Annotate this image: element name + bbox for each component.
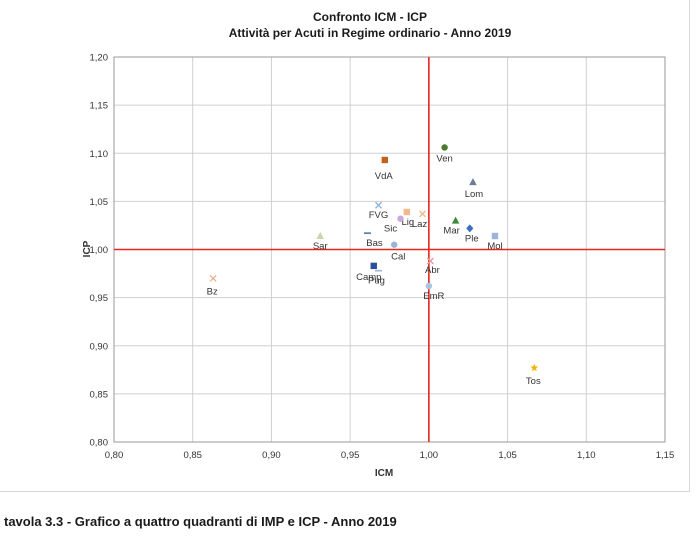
label-ple: Ple bbox=[465, 233, 479, 244]
x-tick-label: 1,00 bbox=[420, 450, 439, 461]
x-tick-label: 0,80 bbox=[105, 450, 124, 461]
point-camp bbox=[370, 262, 377, 270]
point-bz bbox=[209, 274, 217, 282]
chart-frame: Confronto ICM - ICP Attività per Acuti i… bbox=[0, 0, 690, 492]
label-ven: Ven bbox=[436, 153, 452, 164]
label-lom: Lom bbox=[465, 189, 484, 200]
y-tick-label: 1,00 bbox=[90, 245, 109, 256]
x-tick-label: 1,15 bbox=[656, 450, 675, 461]
point-ven bbox=[441, 144, 448, 151]
y-tick-label: 1,05 bbox=[90, 197, 109, 208]
label-emr: EmR bbox=[423, 291, 444, 302]
label-vda: VdA bbox=[375, 171, 394, 182]
y-tick-label: 0,80 bbox=[90, 438, 109, 449]
point-sar bbox=[316, 232, 325, 240]
chart-title: Confronto ICM - ICP bbox=[313, 10, 427, 24]
point-laz bbox=[419, 210, 427, 218]
point-emr bbox=[425, 282, 433, 290]
point-mar bbox=[451, 216, 460, 224]
y-tick-label: 0,90 bbox=[90, 341, 109, 352]
y-tick-label: 0,85 bbox=[90, 389, 109, 400]
label-cal: Cal bbox=[391, 252, 405, 263]
y-tick-label: 1,20 bbox=[90, 53, 109, 64]
point-lom bbox=[469, 178, 477, 186]
label-tos: Tos bbox=[526, 376, 541, 387]
point-mol bbox=[491, 232, 499, 240]
label-bz: Bz bbox=[207, 286, 218, 297]
chart-subtitle: Attività per Acuti in Regime ordinario -… bbox=[229, 26, 512, 40]
point-vda bbox=[381, 156, 388, 164]
y-axis-title: ICP bbox=[82, 240, 93, 257]
label-bas: Bas bbox=[366, 238, 383, 249]
point-lig bbox=[403, 208, 411, 216]
scatter-chart: Confronto ICM - ICP Attività per Acuti i… bbox=[82, 10, 675, 479]
y-tick-label: 1,10 bbox=[90, 149, 109, 160]
x-tick-label: 1,10 bbox=[577, 450, 596, 461]
x-tick-label: 0,85 bbox=[183, 450, 202, 461]
label-laz: Laz bbox=[412, 219, 428, 230]
x-tick-label: 0,90 bbox=[262, 450, 281, 461]
label-lig: Lig bbox=[401, 217, 414, 228]
label-fvg: FVG bbox=[369, 210, 389, 221]
label-camp: Camp bbox=[356, 272, 381, 283]
x-tick-label: 0,95 bbox=[341, 450, 360, 461]
label-mol: Mol bbox=[487, 241, 502, 252]
reference-lines bbox=[114, 57, 665, 442]
x-axis-title: ICM bbox=[375, 468, 393, 479]
x-tick-label: 1,05 bbox=[498, 450, 517, 461]
point-ple bbox=[466, 224, 474, 233]
y-tick-label: 0,95 bbox=[90, 293, 109, 304]
point-tos bbox=[530, 363, 539, 372]
label-abr: Abr bbox=[425, 265, 440, 276]
point-sic bbox=[397, 215, 404, 222]
label-pug: Pug bbox=[368, 276, 385, 287]
figure-caption: tavola 3.3 - Grafico a quattro quadranti… bbox=[4, 514, 397, 529]
tick-labels: 0,80 0,85 0,90 0,95 1,00 1,05 1,10 1,15 0,80 0,85… bbox=[90, 53, 675, 462]
point-abr bbox=[426, 257, 434, 265]
y-tick-label: 1,15 bbox=[90, 101, 109, 112]
point-cal bbox=[391, 241, 398, 248]
label-sic: Sic bbox=[384, 224, 397, 235]
label-mar: Mar bbox=[443, 226, 459, 237]
label-sar: Sar bbox=[313, 241, 328, 252]
point-fvg bbox=[374, 201, 382, 209]
